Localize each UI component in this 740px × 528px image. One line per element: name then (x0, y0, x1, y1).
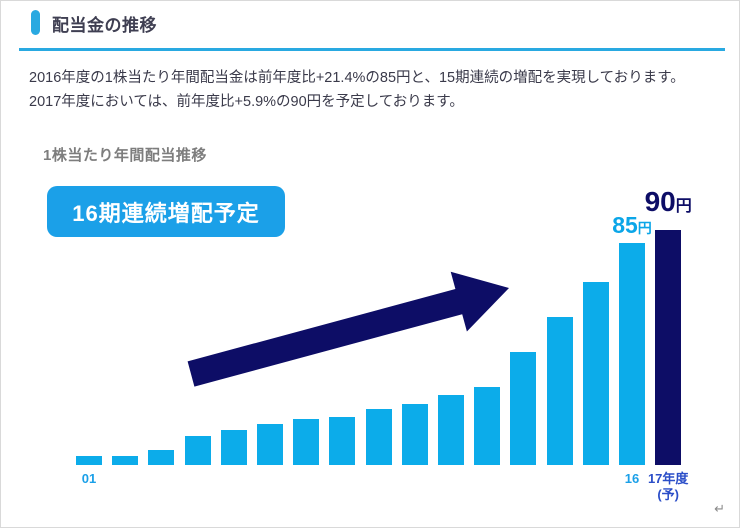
value-label-90: 90円 (645, 188, 692, 216)
consecutive-increase-badge: 16期連続増配予定 (47, 186, 285, 237)
intro-text-line1: 2016年度の1株当たり年間配当金は前年度比+21.4%の85円と、15期連続の… (29, 70, 685, 86)
value-number: 90 (644, 186, 676, 217)
bar-year-07 (293, 419, 320, 465)
bar-year-01 (76, 456, 102, 465)
x-label-line: 17年度 (647, 471, 689, 486)
value-unit: 円 (675, 198, 692, 215)
section-accent-bar (31, 10, 40, 35)
value-number: 85 (612, 212, 638, 239)
value-label-85: 85円 (612, 214, 652, 237)
paragraph-return-mark: ↵ (714, 501, 725, 516)
bar-year-17 (655, 230, 682, 465)
section-title: 配当金の推移 (52, 16, 157, 35)
bar-year-13 (510, 351, 537, 465)
bar-year-11 (438, 395, 464, 465)
growth-arrow-shape (187, 271, 509, 387)
x-label-16: 16 (625, 471, 639, 487)
dividend-bar-chart: 85円 90円 01 16 17年度 (予) (76, 188, 692, 502)
bar-year-06 (257, 423, 283, 465)
badge-label: 16期連続増配予定 (72, 200, 260, 226)
x-label-line: 16 (624, 471, 640, 486)
bar-year-12 (474, 386, 501, 465)
x-label-17: 17年度 (予) (648, 471, 688, 503)
x-label-line: 01 (81, 471, 97, 486)
bar-year-10 (401, 404, 428, 465)
chart-title: 1株当たり年間配当推移 (43, 147, 207, 164)
bar-year-08 (329, 417, 356, 465)
x-label-01: 01 (82, 471, 96, 487)
bar-year-03 (148, 449, 175, 465)
bar-year-09 (365, 409, 392, 465)
bar-year-04 (184, 436, 211, 465)
bar-year-16 (619, 243, 645, 465)
value-unit: 円 (637, 220, 652, 237)
intro-text-line2: 2017年度においては、前年度比+5.9%の90円を予定しております。 (29, 94, 464, 110)
bar-year-15 (582, 282, 609, 465)
bar-year-02 (112, 455, 139, 465)
bar-year-14 (546, 316, 573, 465)
section-divider (19, 48, 725, 51)
x-label-line: (予) (657, 487, 680, 502)
intro-paragraph: 2016年度の1株当たり年間配当金は前年度比+21.4%の85円と、15期連続の… (29, 66, 729, 114)
bar-year-05 (220, 430, 247, 465)
